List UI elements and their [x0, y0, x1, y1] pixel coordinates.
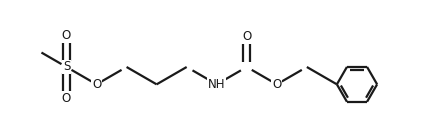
Text: NH: NH	[208, 78, 226, 91]
Text: S: S	[63, 60, 70, 74]
Text: O: O	[242, 30, 251, 43]
Text: O: O	[62, 92, 71, 105]
Text: O: O	[92, 78, 101, 91]
Text: O: O	[62, 29, 71, 42]
Text: O: O	[272, 78, 282, 91]
